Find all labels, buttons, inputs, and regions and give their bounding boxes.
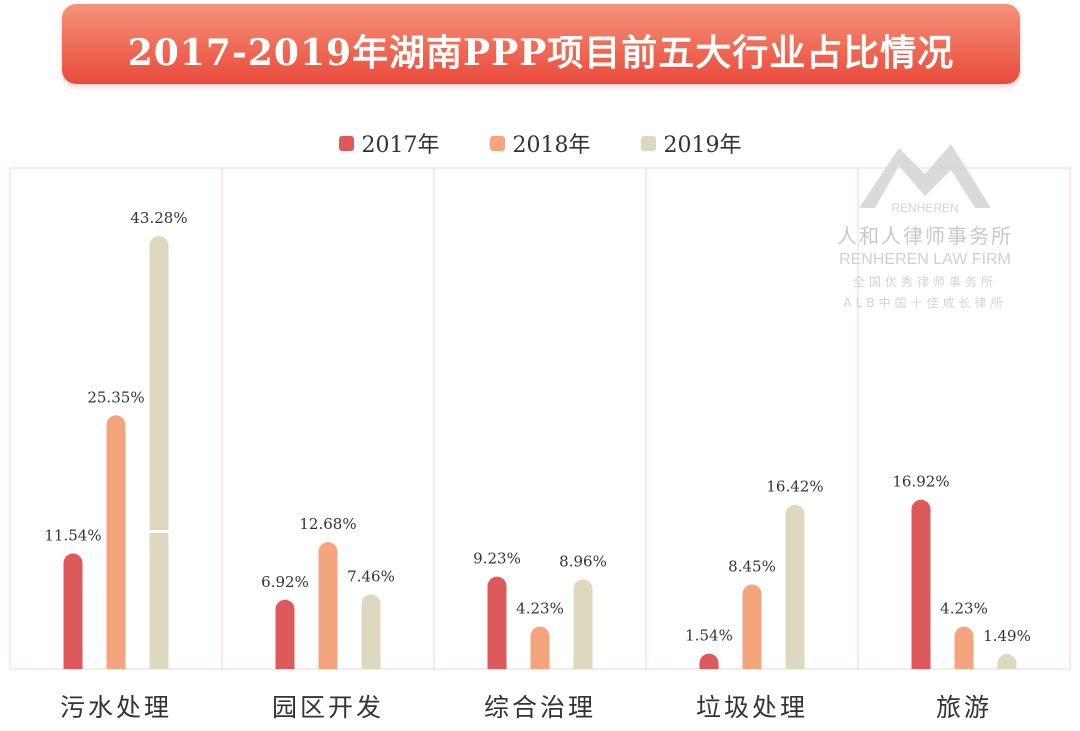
data-label: 1.49% bbox=[983, 627, 1031, 645]
bar bbox=[530, 626, 550, 669]
data-label: 7.46% bbox=[347, 567, 395, 585]
bar bbox=[785, 504, 805, 669]
watermark-logo-text: RENHEREN bbox=[891, 201, 958, 214]
mountain-logo-icon: RENHEREN bbox=[859, 144, 991, 214]
data-label: 12.68% bbox=[299, 515, 356, 533]
legend-label-2018: 2018年 bbox=[512, 133, 591, 158]
bar bbox=[275, 599, 295, 669]
bar bbox=[699, 653, 719, 669]
category-label: 旅游 bbox=[936, 693, 992, 722]
category-label: 污水处理 bbox=[60, 693, 172, 722]
watermark: RENHEREN 人和人律师事务所 RENHEREN LAW FIRM 全国优秀… bbox=[820, 130, 1030, 330]
legend-label-2017: 2017年 bbox=[361, 133, 440, 158]
data-label: 4.23% bbox=[940, 600, 988, 618]
data-label: 8.45% bbox=[728, 557, 776, 575]
chart-title: 2017-2019年湖南PPP项目前五大行业占比情况 bbox=[127, 32, 955, 74]
data-label: 43.28% bbox=[130, 209, 187, 227]
data-label: 16.92% bbox=[892, 473, 949, 491]
data-label: 6.92% bbox=[261, 573, 309, 591]
category-label: 园区开发 bbox=[272, 693, 384, 722]
legend: 2017年 2018年 2019年 bbox=[0, 128, 1080, 158]
bar bbox=[997, 654, 1017, 669]
data-label: 8.96% bbox=[559, 552, 607, 570]
data-label: 11.54% bbox=[44, 527, 101, 545]
bar bbox=[487, 576, 507, 669]
watermark-cn-name: 人和人律师事务所 bbox=[837, 224, 1013, 248]
legend-swatch-2017 bbox=[338, 135, 354, 151]
data-label: 16.42% bbox=[766, 478, 823, 496]
title-banner: 2017-2019年湖南PPP项目前五大行业占比情况 bbox=[62, 4, 1020, 84]
legend-item-2019: 2019年 bbox=[640, 128, 742, 158]
category-label: 垃圾处理 bbox=[696, 693, 808, 722]
legend-swatch-2018 bbox=[489, 135, 505, 151]
bar bbox=[954, 626, 974, 669]
data-label: 4.23% bbox=[516, 600, 564, 618]
legend-item-2017: 2017年 bbox=[338, 128, 440, 158]
legend-swatch-2019 bbox=[640, 135, 656, 151]
bar bbox=[573, 579, 593, 669]
data-label: 25.35% bbox=[87, 388, 144, 406]
watermark-line2: ALB中国十佳成长律所 bbox=[843, 296, 1007, 310]
bar bbox=[361, 594, 381, 669]
data-label: 9.23% bbox=[473, 550, 521, 568]
watermark-line1: 全国优秀律师事务所 bbox=[852, 275, 997, 289]
category-label: 综合治理 bbox=[484, 693, 596, 722]
legend-label-2019: 2019年 bbox=[663, 133, 742, 158]
bar bbox=[63, 553, 83, 669]
bar bbox=[742, 584, 762, 669]
bar bbox=[318, 542, 338, 669]
bar bbox=[149, 236, 169, 669]
legend-item-2018: 2018年 bbox=[489, 128, 591, 158]
bar-break-mark bbox=[149, 530, 169, 533]
data-label: 1.54% bbox=[685, 627, 733, 645]
bar bbox=[911, 499, 931, 669]
watermark-en-name: RENHEREN LAW FIRM bbox=[839, 251, 1011, 268]
bar bbox=[106, 415, 126, 669]
